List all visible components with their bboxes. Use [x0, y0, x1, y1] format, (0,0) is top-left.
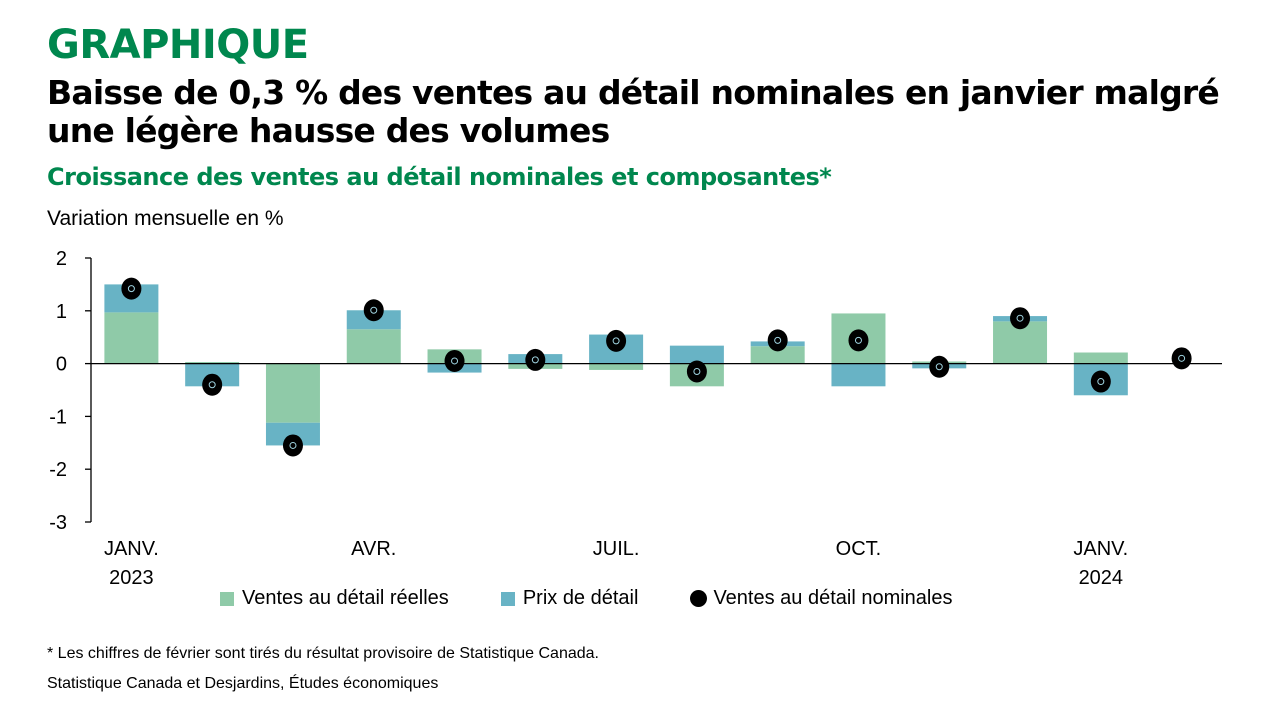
dot-marker-center — [935, 363, 943, 371]
bar-real-sales — [104, 312, 159, 364]
x-tick-label: JANV. — [1073, 538, 1128, 560]
dot-marker-center — [531, 356, 539, 364]
nominal-sales-dot — [848, 329, 869, 352]
nominal-sales-dot — [686, 360, 707, 383]
nominal-sales-dot — [202, 373, 223, 396]
footnote: * Les chiffres de février sont tirés du … — [47, 645, 599, 662]
nominal-sales-dot — [929, 355, 950, 378]
dot-marker-center — [612, 337, 620, 345]
nominal-sales-dot — [363, 299, 384, 322]
dot-marker-center — [127, 285, 135, 293]
nominal-sales-dot — [1090, 370, 1111, 393]
bar-prices — [669, 345, 724, 364]
nominal-sales-dot — [606, 329, 627, 352]
y-tick-label: 2 — [56, 248, 67, 270]
dot-marker-center — [451, 357, 459, 365]
dot-marker-center — [1178, 354, 1186, 362]
legend: Ventes au détail réelles Prix de détail … — [220, 587, 1005, 610]
chart-title: Baisse de 0,3 % des ventes au détail nom… — [47, 73, 1220, 150]
legend-label: Ventes au détail réelles — [242, 587, 449, 609]
y-tick-label: -3 — [49, 512, 67, 534]
legend-item-prices: Prix de détail — [500, 587, 639, 610]
legend-swatch-blue — [500, 591, 515, 606]
nominal-sales-dot — [1010, 307, 1031, 330]
nominal-sales-dot — [1171, 347, 1192, 370]
legend-dot-icon — [690, 590, 708, 607]
x-tick-year: 2024 — [1079, 567, 1124, 589]
bar-real-sales — [346, 329, 401, 364]
nominal-sales-dot — [444, 349, 465, 372]
y-axis-label: Variation mensuelle en % — [47, 207, 284, 230]
dot-marker-center — [1097, 378, 1105, 386]
nominal-sales-dot — [121, 277, 142, 300]
x-tick-label: JANV. — [104, 538, 159, 560]
dot-marker-center — [208, 381, 216, 389]
y-tick-label: 1 — [56, 301, 67, 323]
dot-marker-center — [1016, 314, 1024, 322]
bar-prices — [265, 422, 320, 446]
x-tick-label: OCT. — [836, 538, 882, 560]
chart-subtitle: Croissance des ventes au détail nominale… — [47, 163, 832, 191]
dot-marker-center — [289, 441, 297, 449]
bar-prices — [831, 363, 886, 387]
nominal-sales-dot — [525, 348, 546, 371]
bar-real-sales — [1073, 352, 1128, 364]
y-tick-label: -2 — [49, 459, 67, 481]
source: Statistique Canada et Desjardins, Études… — [47, 675, 439, 692]
legend-swatch-green — [220, 591, 234, 606]
x-tick-year: 2023 — [109, 567, 154, 589]
x-tick-label: JUIL. — [593, 538, 640, 560]
legend-label: Prix de détail — [522, 587, 639, 609]
legend-item-real-sales: Ventes au détail réelles — [220, 587, 449, 610]
nominal-sales-dot — [767, 329, 788, 352]
kicker: GRAPHIQUE — [47, 22, 309, 68]
dot-marker-center — [854, 336, 862, 344]
dot-marker-center — [370, 306, 378, 314]
dot-marker-center — [774, 336, 782, 344]
bar-real-sales — [750, 346, 805, 364]
y-tick-label: 0 — [56, 354, 67, 376]
x-tick-label: AVR. — [351, 538, 396, 560]
y-tick-label: -1 — [49, 406, 67, 428]
bar-real-sales — [589, 363, 644, 370]
legend-label: Ventes au détail nominales — [713, 587, 953, 609]
bar-real-sales — [185, 362, 240, 364]
nominal-sales-dot — [282, 434, 303, 457]
dot-marker-center — [693, 368, 701, 376]
legend-item-nominal-sales: Ventes au détail nominales — [690, 587, 953, 610]
bar-real-sales — [265, 363, 320, 423]
